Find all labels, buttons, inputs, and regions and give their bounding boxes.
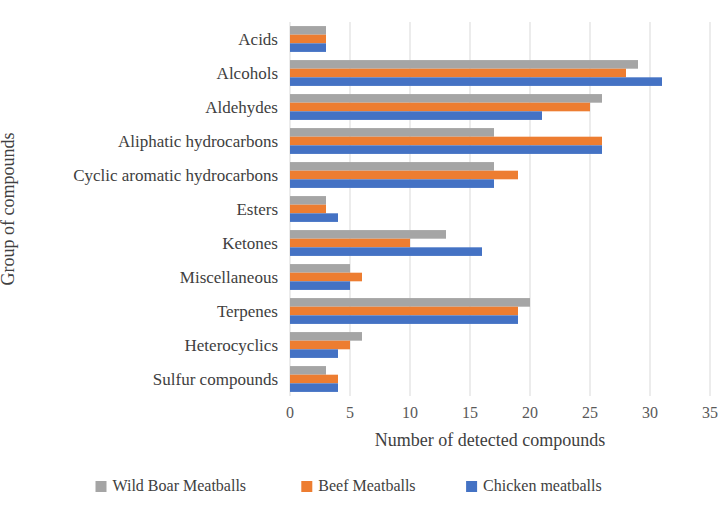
tick-label: 35 (702, 404, 718, 421)
category-label: Heterocyclics (185, 336, 278, 355)
category-label: Acids (238, 30, 278, 49)
legend: Wild Boar Meatballs Beef Meatballs Chicken… (96, 477, 602, 494)
chart: 0 5 10 15 20 25 30 35 Acids Alcohols Aldehydes Alip… (0, 0, 721, 505)
bar (290, 264, 350, 273)
background (0, 0, 721, 505)
bar (290, 366, 326, 375)
bars (290, 26, 662, 392)
legend-label: Chicken meatballs (483, 477, 602, 494)
legend-swatch (466, 481, 477, 492)
category-label: Cyclic aromatic hydrocarbons (73, 166, 278, 185)
bar (290, 77, 662, 86)
bar (290, 196, 326, 205)
bar (290, 60, 638, 69)
bar (290, 179, 494, 188)
tick-label: 15 (462, 404, 478, 421)
legend-swatch (96, 481, 107, 492)
tick-label: 5 (346, 404, 354, 421)
category-label: Esters (236, 200, 278, 219)
bar (290, 128, 494, 137)
y-axis-title: Group of compounds (0, 133, 18, 286)
bar (290, 43, 326, 52)
legend-swatch (301, 481, 312, 492)
bar (290, 171, 518, 180)
bar (290, 35, 326, 44)
bar (290, 349, 338, 358)
tick-label: 20 (522, 404, 538, 421)
grid-line (710, 22, 711, 396)
category-label: Ketones (222, 234, 278, 253)
bar (290, 137, 602, 146)
bar (290, 375, 338, 384)
bar (290, 205, 326, 214)
bar (290, 69, 626, 78)
legend-label: Beef Meatballs (318, 477, 415, 494)
bar (290, 239, 410, 248)
bar (290, 145, 602, 154)
x-axis-title: Number of detected compounds (375, 430, 605, 450)
legend-label: Wild Boar Meatballs (113, 477, 247, 494)
bar (290, 307, 518, 316)
bar (290, 26, 326, 35)
bar (290, 281, 350, 290)
bar (290, 247, 482, 256)
bar (290, 273, 362, 282)
category-label: Aliphatic hydrocarbons (118, 132, 278, 151)
category-label: Aldehydes (205, 98, 278, 117)
bar (290, 383, 338, 392)
tick-label: 0 (286, 404, 294, 421)
bar (290, 315, 518, 324)
bar (290, 230, 446, 239)
bar (290, 332, 362, 341)
bar (290, 298, 530, 307)
bar (290, 94, 602, 103)
bar (290, 103, 590, 112)
bar (290, 341, 350, 350)
tick-label: 10 (402, 404, 418, 421)
bar (290, 162, 494, 171)
category-label: Miscellaneous (180, 268, 278, 287)
tick-label: 30 (642, 404, 658, 421)
bar (290, 111, 542, 120)
bar (290, 213, 338, 222)
tick-label: 25 (582, 404, 598, 421)
category-label: Sulfur compounds (153, 370, 278, 389)
category-label: Alcohols (217, 64, 278, 83)
category-label: Terpenes (217, 302, 278, 321)
